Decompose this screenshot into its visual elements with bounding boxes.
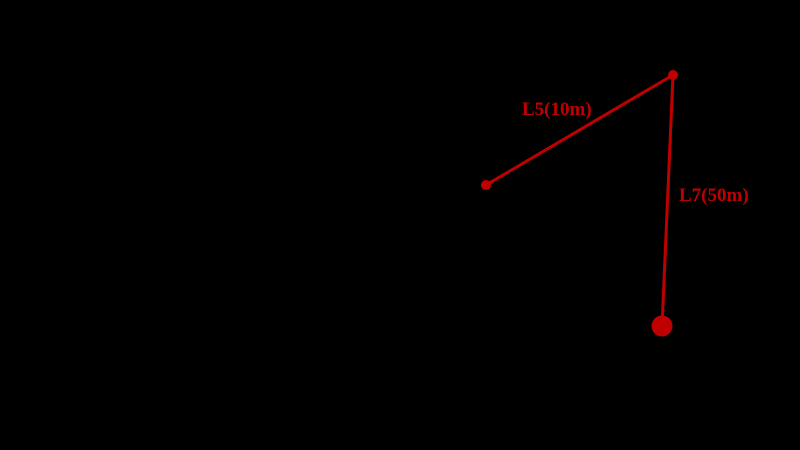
svg-text:L5(10m): L5(10m) [522, 99, 592, 120]
svg-text:L7(50m): L7(50m) [679, 185, 749, 206]
